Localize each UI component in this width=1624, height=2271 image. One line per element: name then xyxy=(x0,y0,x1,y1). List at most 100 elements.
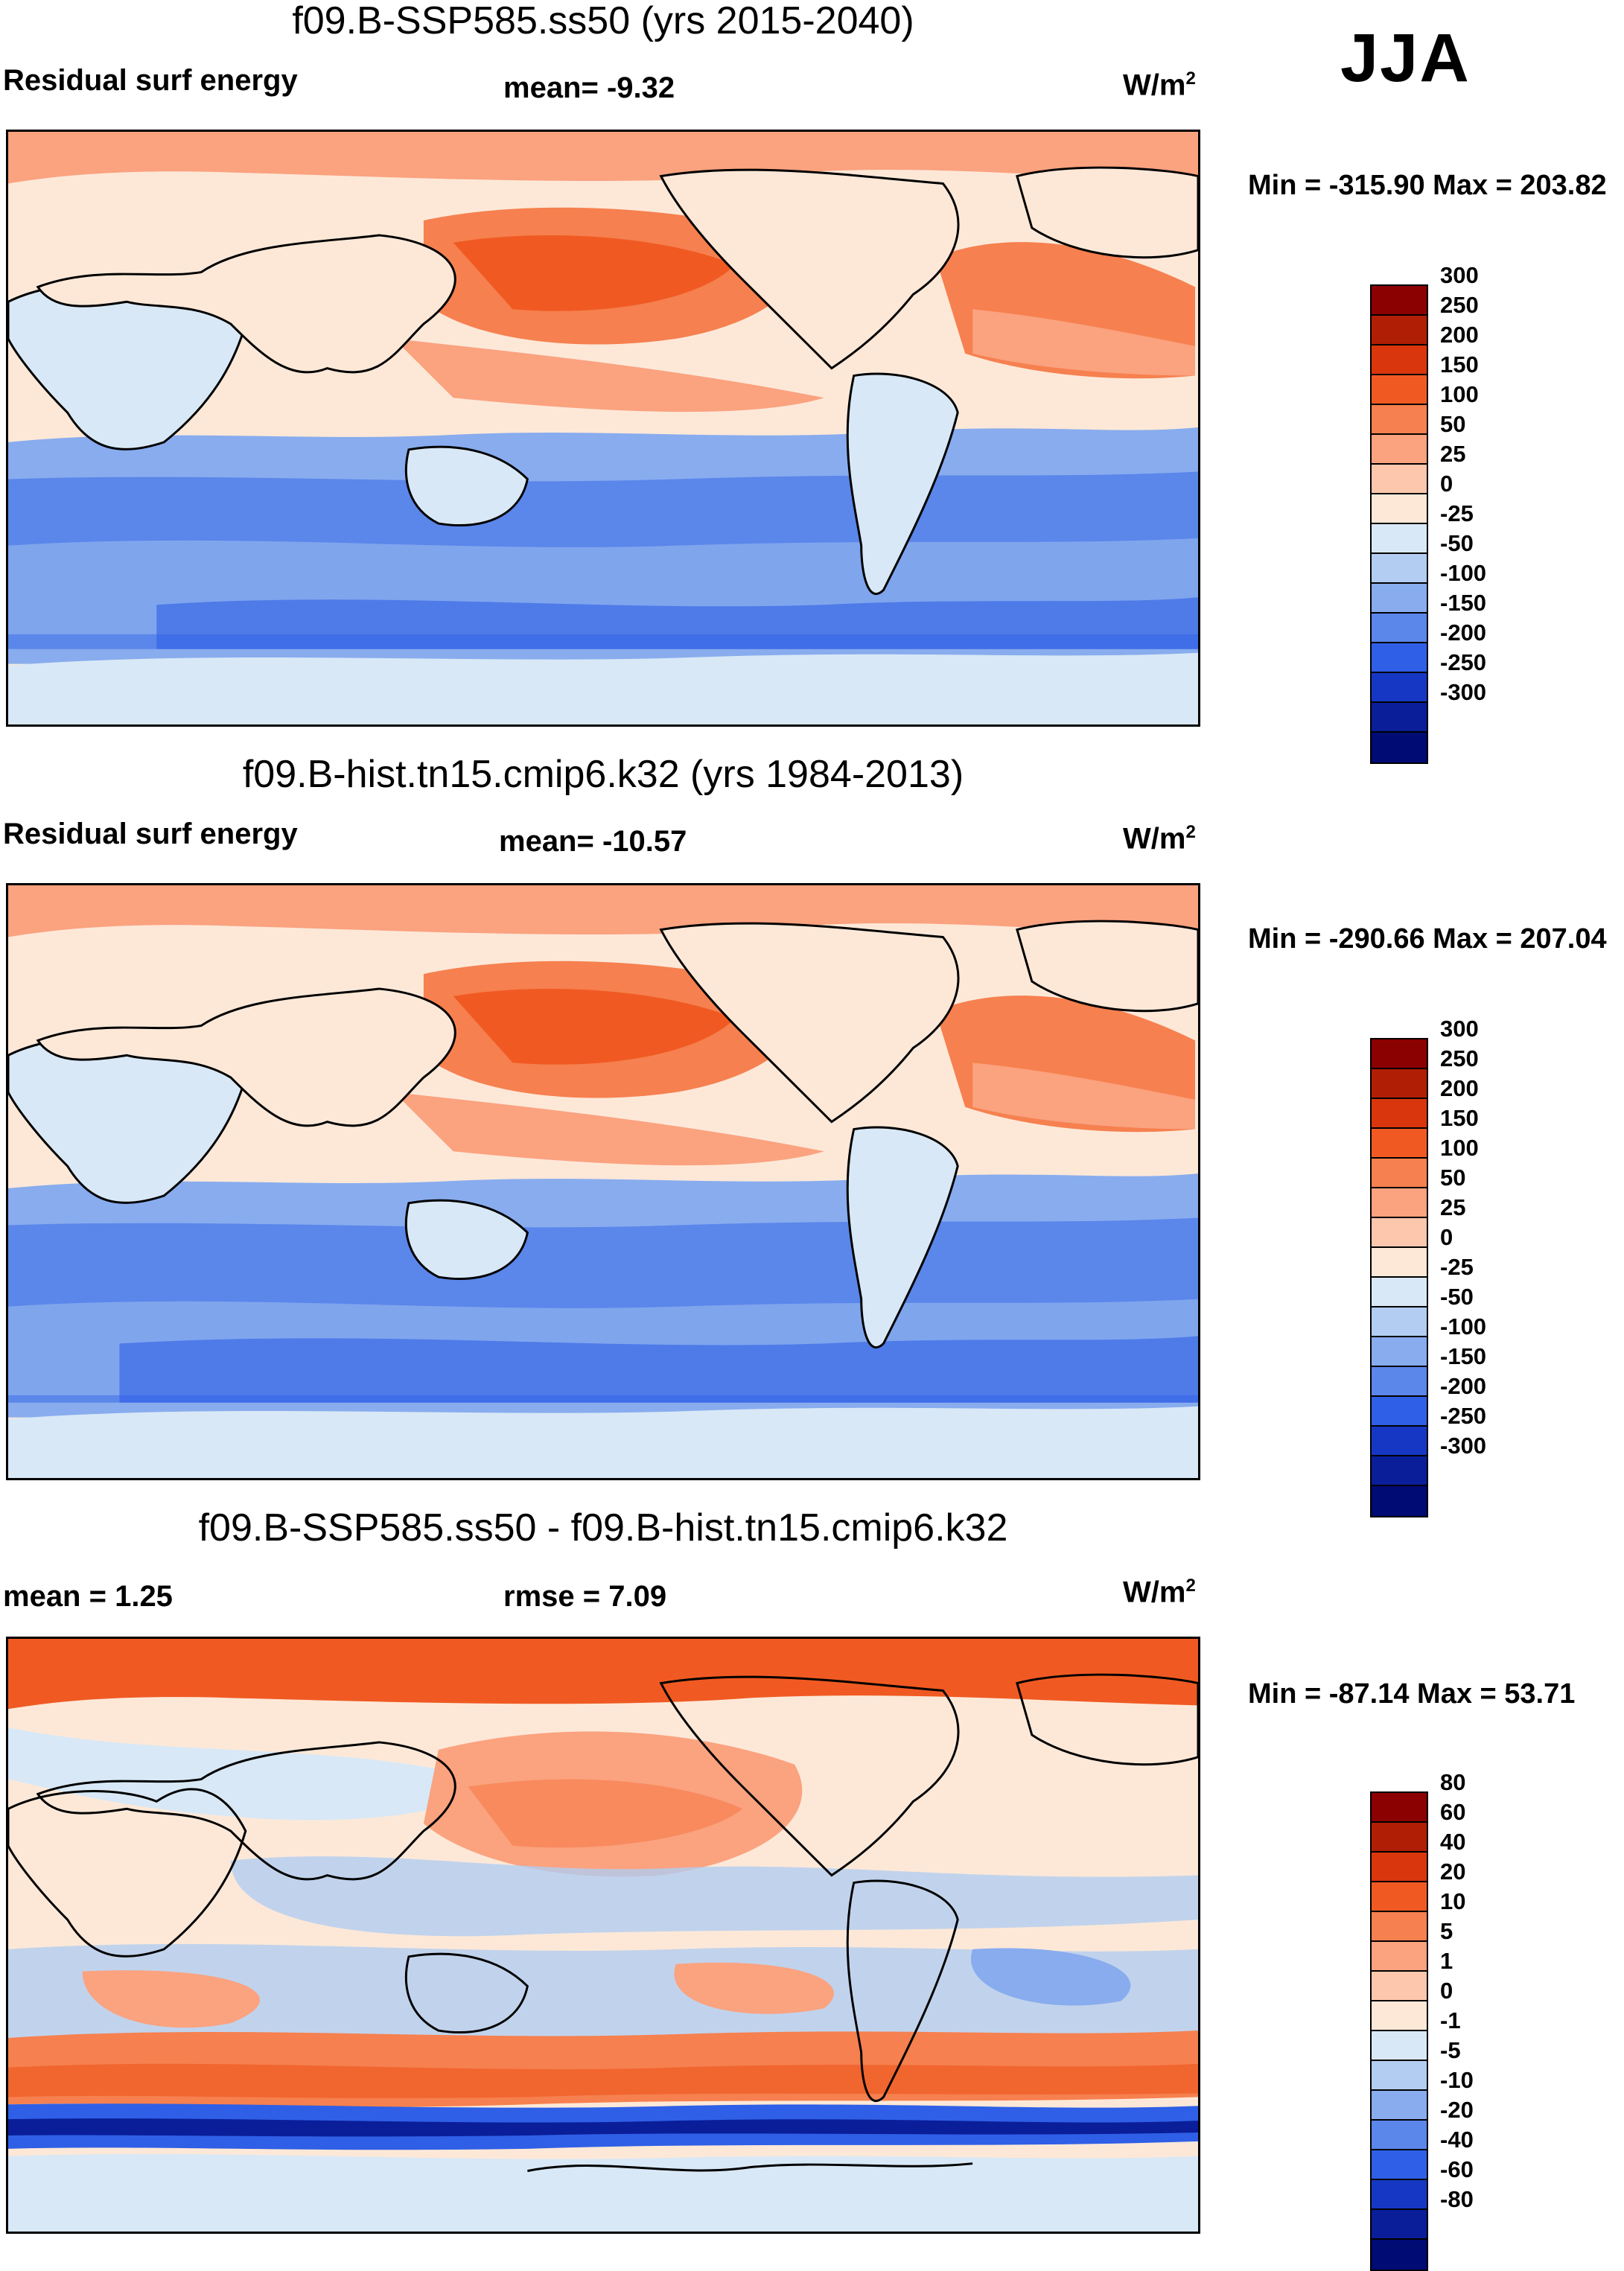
panel1-colorbar-swatch xyxy=(1372,316,1427,345)
colorbar-tick-label: -5 xyxy=(1440,2037,1461,2063)
panel2-colorbar-swatch xyxy=(1372,1278,1427,1308)
panel1-colorbar-swatch xyxy=(1372,643,1427,673)
panel2-colorbar-swatch xyxy=(1372,1159,1427,1188)
panel2-colorbar-swatch xyxy=(1372,1367,1427,1397)
panel2-colorbar-swatch xyxy=(1372,1218,1427,1248)
panel1-map-svg xyxy=(8,132,1198,724)
panel2-colorbar-swatch xyxy=(1372,1486,1427,1516)
panel1-colorbar-swatch xyxy=(1372,286,1427,316)
panel1-colorbar-swatch xyxy=(1372,733,1427,762)
colorbar-tick-label: 100 xyxy=(1440,381,1479,407)
panel2-colorbar xyxy=(1370,1038,1428,1517)
colorbar-tick-label: 25 xyxy=(1440,1194,1466,1220)
colorbar-tick-label: -80 xyxy=(1440,2186,1474,2212)
colorbar-tick-label: -250 xyxy=(1440,649,1487,675)
panel3-map-svg xyxy=(8,1639,1198,2232)
panel2-colorbar-swatch xyxy=(1372,1456,1427,1486)
panel1-colorbar-swatch xyxy=(1372,584,1427,614)
colorbar-tick-label: 200 xyxy=(1440,322,1479,348)
colorbar-tick-label: -150 xyxy=(1440,590,1487,616)
panel3-colorbar-swatch xyxy=(1372,1972,1427,2001)
panel2-colorbar-swatch xyxy=(1372,1129,1427,1159)
panel2-minmax: Min = -290.66 Max = 207.04 xyxy=(1248,923,1607,955)
panel3-rmse-label: rmse = 7.09 xyxy=(503,1580,667,1613)
colorbar-tick-label: 50 xyxy=(1440,411,1466,437)
panel1-minmax: Min = -315.90 Max = 203.82 xyxy=(1248,170,1607,201)
colorbar-tick-label: -300 xyxy=(1440,1433,1487,1459)
panel3-colorbar-swatch xyxy=(1372,2180,1427,2210)
panel1-colorbar-swatch xyxy=(1372,554,1427,584)
colorbar-tick-label: -25 xyxy=(1440,500,1474,526)
panel3-colorbar-swatch xyxy=(1372,1912,1427,1942)
panel2-colorbar-swatch xyxy=(1372,1427,1427,1456)
colorbar-tick-label: -50 xyxy=(1440,1284,1474,1310)
colorbar-tick-label: -200 xyxy=(1440,1373,1487,1399)
season-label: JJA xyxy=(1340,20,1471,96)
panel3-colorbar-swatch xyxy=(1372,2091,1427,2121)
panel1-title: f09.B-SSP585.ss50 (yrs 2015-2040) xyxy=(292,0,914,42)
panel1-colorbar-swatch xyxy=(1372,703,1427,733)
panel2-colorbar-swatch xyxy=(1372,1248,1427,1278)
panel1-colorbar-swatch xyxy=(1372,494,1427,524)
panel1-map xyxy=(6,130,1200,727)
panel1-colorbar-swatch xyxy=(1372,614,1427,643)
colorbar-tick-label: 5 xyxy=(1440,1918,1453,1944)
colorbar-tick-label: -150 xyxy=(1440,1343,1487,1369)
panel3-colorbar-swatch xyxy=(1372,1942,1427,1972)
colorbar-tick-label: -300 xyxy=(1440,679,1487,705)
panel3-colorbar-swatch xyxy=(1372,2061,1427,2091)
colorbar-tick-label: 20 xyxy=(1440,1858,1466,1885)
colorbar-tick-label: 250 xyxy=(1440,1045,1479,1071)
panel3-minmax: Min = -87.14 Max = 53.71 xyxy=(1248,1678,1576,1710)
panel2-colorbar-swatch xyxy=(1372,1397,1427,1427)
panel3-colorbar-swatch xyxy=(1372,1882,1427,1912)
colorbar-tick-label: -50 xyxy=(1440,530,1474,556)
panel2-colorbar-swatch xyxy=(1372,1069,1427,1099)
panel2-map xyxy=(6,883,1200,1480)
colorbar-tick-label: -100 xyxy=(1440,560,1487,586)
panel3-map xyxy=(6,1637,1200,2234)
panel3-colorbar-swatch xyxy=(1372,2150,1427,2180)
panel1-variable-label: Residual surf energy xyxy=(3,64,298,97)
panel2-units: W/m2 xyxy=(1123,822,1196,856)
panel3-colorbar-swatch xyxy=(1372,1823,1427,1853)
panel1-units: W/m2 xyxy=(1123,69,1196,102)
panel2-colorbar-swatch xyxy=(1372,1099,1427,1129)
colorbar-tick-label: 80 xyxy=(1440,1769,1466,1795)
panel2-mean-label: mean= -10.57 xyxy=(499,825,687,858)
panel1-colorbar-swatch xyxy=(1372,405,1427,435)
colorbar-tick-label: 300 xyxy=(1440,262,1479,288)
panel1-colorbar-swatch xyxy=(1372,435,1427,465)
panel1-colorbar-swatch xyxy=(1372,673,1427,703)
colorbar-tick-label: -60 xyxy=(1440,2156,1474,2182)
colorbar-tick-label: -100 xyxy=(1440,1313,1487,1340)
panel3-colorbar-swatch xyxy=(1372,1793,1427,1823)
colorbar-tick-label: 40 xyxy=(1440,1829,1466,1855)
colorbar-tick-label: 200 xyxy=(1440,1075,1479,1101)
panel2-colorbar-swatch xyxy=(1372,1337,1427,1367)
panel2-colorbar-swatch xyxy=(1372,1039,1427,1069)
panel3-title: f09.B-SSP585.ss50 - f09.B-hist.tn15.cmip… xyxy=(198,1506,1008,1549)
colorbar-tick-label: 0 xyxy=(1440,1978,1453,2004)
colorbar-tick-label: 250 xyxy=(1440,292,1479,318)
panel2-map-svg xyxy=(8,885,1198,1478)
colorbar-tick-label: -250 xyxy=(1440,1403,1487,1429)
colorbar-tick-label: -10 xyxy=(1440,2067,1474,2093)
colorbar-tick-label: -20 xyxy=(1440,2097,1474,2123)
colorbar-tick-label: 60 xyxy=(1440,1799,1466,1825)
colorbar-tick-label: -25 xyxy=(1440,1254,1474,1280)
panel1-colorbar-swatch xyxy=(1372,465,1427,494)
colorbar-tick-label: 100 xyxy=(1440,1135,1479,1161)
panel3-colorbar-swatch xyxy=(1372,2121,1427,2150)
panel1-mean-label: mean= -9.32 xyxy=(503,71,675,104)
panel2-colorbar-swatch xyxy=(1372,1308,1427,1337)
panel1-colorbar-swatch xyxy=(1372,375,1427,405)
panel3-colorbar-swatch xyxy=(1372,2031,1427,2061)
panel2-variable-label: Residual surf energy xyxy=(3,818,298,850)
panel3-colorbar-swatch xyxy=(1372,2001,1427,2031)
colorbar-tick-label: -1 xyxy=(1440,2007,1461,2033)
colorbar-tick-label: 300 xyxy=(1440,1016,1479,1042)
colorbar-tick-label: 25 xyxy=(1440,441,1466,467)
panel2-title: f09.B-hist.tn15.cmip6.k32 (yrs 1984-2013… xyxy=(242,753,964,796)
panel1-colorbar xyxy=(1370,284,1428,764)
